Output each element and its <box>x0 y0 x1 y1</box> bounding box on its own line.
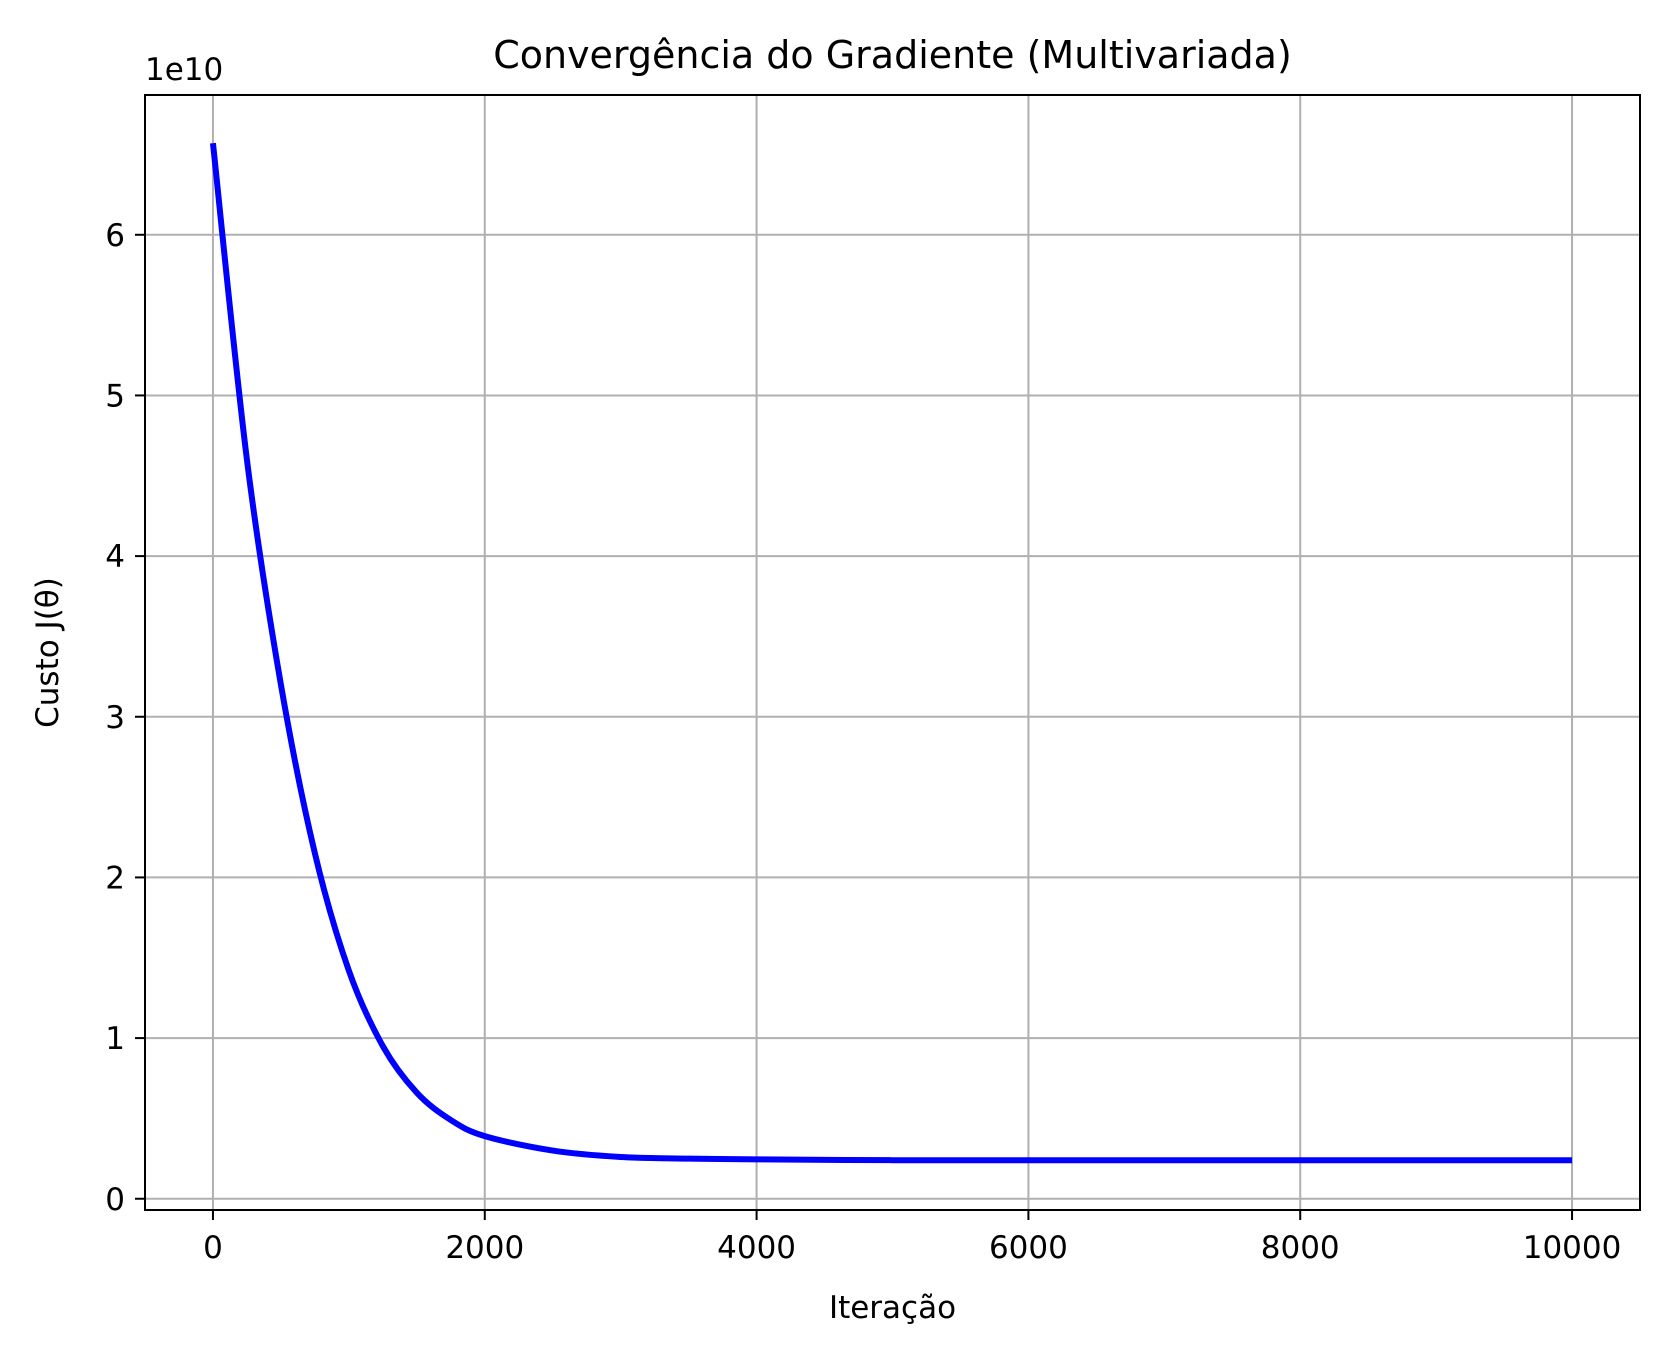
ticks: 0 2000 4000 6000 8000 10000 0 1 2 3 4 5 6 <box>105 218 1621 1266</box>
y-axis-offset-label: 1e10 <box>145 52 223 88</box>
x-tick-label: 6000 <box>989 1230 1068 1266</box>
x-tick-label: 10000 <box>1523 1230 1622 1266</box>
x-tick-label: 2000 <box>445 1230 524 1266</box>
y-tick-label: 4 <box>105 539 125 575</box>
x-tick-label: 4000 <box>717 1230 796 1266</box>
series-line <box>209 142 1573 1164</box>
y-tick-label: 1 <box>105 1021 125 1057</box>
y-tick-label: 0 <box>105 1182 125 1218</box>
plot-frame <box>144 94 1641 1211</box>
y-axis-title: Custo J(θ) <box>30 577 66 728</box>
chart-title: Convergência do Gradiente (Multivariada) <box>493 33 1292 77</box>
y-tick-label: 5 <box>105 378 125 414</box>
x-tick-label: 8000 <box>1261 1230 1340 1266</box>
y-tick-label: 2 <box>105 860 125 896</box>
grid <box>145 95 1640 1210</box>
x-axis-title: Iteração <box>829 1290 956 1326</box>
x-tick-label: 0 <box>203 1230 223 1266</box>
y-tick-label: 6 <box>105 218 125 254</box>
series-layer <box>209 142 1573 1164</box>
y-tick-label: 3 <box>105 700 125 736</box>
